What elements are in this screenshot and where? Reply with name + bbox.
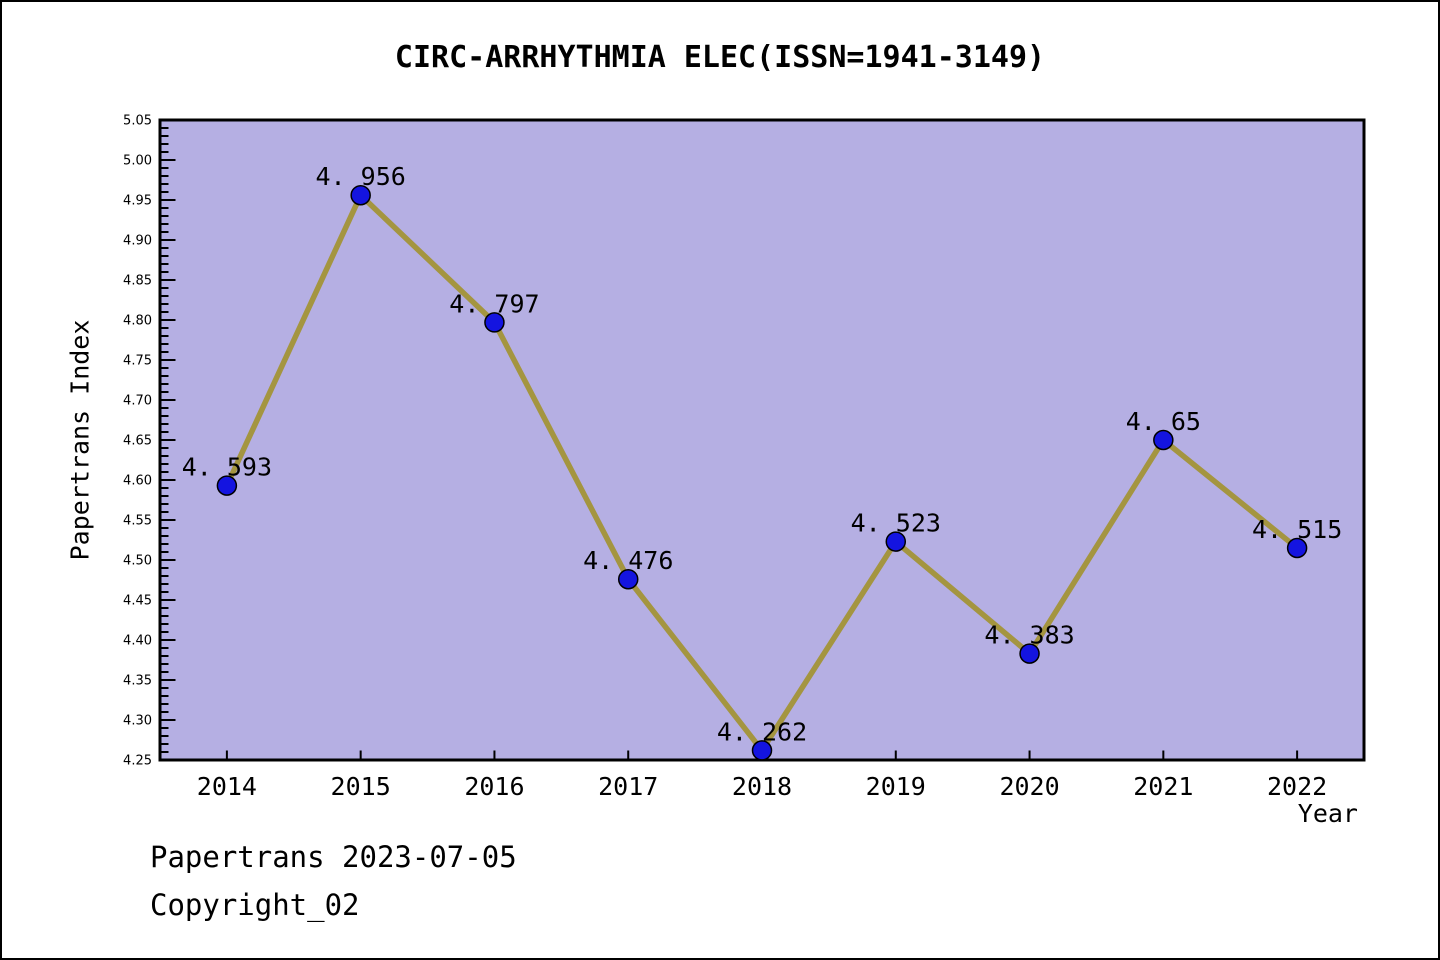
data-point-2017: [617, 568, 639, 590]
y-tick-label: 4.95: [123, 194, 152, 209]
plot-area: [158, 118, 1366, 762]
data-point-2018: [751, 740, 773, 761]
data-point-2022: [1286, 537, 1308, 559]
y-tick-label: 4.65: [123, 434, 152, 449]
y-tick-label: 4.40: [123, 634, 152, 649]
y-tick-label: 4.25: [123, 754, 152, 769]
x-tick-label-2018: 2018: [732, 772, 792, 801]
y-tick-label: 4.50: [123, 554, 152, 569]
y-tick-label: 4.30: [123, 714, 152, 729]
y-tick-label: 4.70: [123, 394, 152, 409]
y-tick-label: 4.55: [123, 514, 152, 529]
y-tick-label: 5.05: [123, 114, 152, 129]
x-tick-label-2021: 2021: [1133, 772, 1193, 801]
footer-copyright: Copyright_02: [150, 888, 360, 922]
data-point-2016: [484, 312, 505, 333]
y-tick-label: 4.90: [123, 234, 152, 249]
x-tick-label-2015: 2015: [331, 772, 391, 801]
footer-source-date: Papertrans 2023-07-05: [150, 840, 517, 874]
data-point-2019: [885, 531, 907, 552]
x-tick-label-2017: 2017: [598, 772, 658, 801]
y-tick-label: 4.80: [123, 314, 152, 329]
data-point-2021: [1153, 429, 1174, 451]
x-tick-label-2019: 2019: [866, 772, 926, 801]
chart-title: CIRC-ARRHYTHMIA ELEC(ISSN=1941-3149): [394, 40, 1046, 75]
data-point-2015: [350, 184, 371, 206]
y-tick-label: 5.00: [123, 154, 152, 169]
y-tick-label: 4.60: [123, 474, 152, 489]
y-tick-label: 4.75: [123, 354, 152, 369]
x-tick-label-2022: 2022: [1267, 772, 1327, 801]
x-tick-label-2020: 2020: [999, 772, 1059, 801]
x-axis-title: Year: [1297, 799, 1358, 828]
data-point-2014: [216, 475, 238, 496]
y-axis-title: Papertrans Index: [65, 319, 95, 561]
y-tick-label: 4.35: [123, 674, 152, 689]
data-point-2020: [1019, 643, 1040, 664]
y-tick-label: 4.45: [123, 594, 152, 609]
x-tick-label-2016: 2016: [464, 772, 524, 801]
x-tick-label-2014: 2014: [197, 772, 257, 801]
y-tick-label: 4.85: [123, 274, 152, 289]
